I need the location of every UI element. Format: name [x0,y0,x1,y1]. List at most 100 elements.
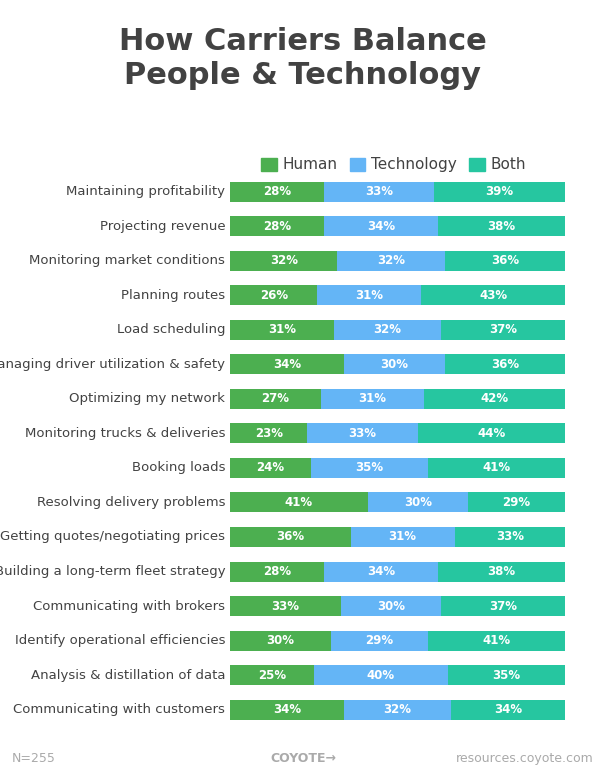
Bar [230,251,338,270]
Text: COYOTE→: COYOTE→ [270,752,336,765]
Text: 24%: 24% [256,462,284,475]
Bar [230,388,321,409]
Bar [318,285,421,305]
Text: 37%: 37% [489,323,517,336]
Text: 41%: 41% [285,496,313,509]
Bar [311,458,428,478]
Bar [441,320,565,340]
Legend: Human, Technology, Both: Human, Technology, Both [255,152,533,179]
Text: 32%: 32% [374,323,402,336]
Text: 30%: 30% [404,496,431,509]
Text: 28%: 28% [263,185,291,198]
Bar [314,665,448,685]
Text: 42%: 42% [481,392,509,406]
Text: 38%: 38% [487,220,516,232]
Text: 31%: 31% [355,289,383,301]
Bar [448,665,565,685]
Text: Optimizing my network: Optimizing my network [69,392,225,406]
Bar [331,631,428,650]
Text: Planning routes: Planning routes [121,289,225,301]
Text: 37%: 37% [489,600,517,612]
Text: 27%: 27% [261,392,290,406]
Text: 30%: 30% [377,600,405,612]
Bar [230,596,341,616]
Bar [435,182,565,202]
Text: 25%: 25% [258,669,286,681]
Text: 34%: 34% [367,220,395,232]
Bar [438,216,565,236]
Bar [230,493,367,513]
Text: Resolving delivery problems: Resolving delivery problems [37,496,225,509]
Bar [421,285,565,305]
Bar [338,251,445,270]
Text: 33%: 33% [496,531,524,543]
Bar [230,320,334,340]
Text: 35%: 35% [493,669,521,681]
Bar [230,182,324,202]
Text: Analysis & distillation of data: Analysis & distillation of data [31,669,225,681]
Bar [230,699,344,720]
Bar [321,388,424,409]
Text: 33%: 33% [365,185,393,198]
Text: Projecting revenue: Projecting revenue [99,220,225,232]
Bar [441,596,565,616]
Text: 28%: 28% [263,565,291,578]
Text: 36%: 36% [491,254,519,267]
Text: 23%: 23% [255,427,283,440]
Text: Monitoring market conditions: Monitoring market conditions [29,254,225,267]
Text: Communicating with customers: Communicating with customers [13,703,225,716]
Text: Communicating with brokers: Communicating with brokers [33,600,225,612]
Text: 41%: 41% [482,462,510,475]
Bar [344,699,451,720]
Text: 36%: 36% [276,531,305,543]
Text: 43%: 43% [479,289,507,301]
Bar [307,423,418,444]
Text: 34%: 34% [494,703,522,716]
Text: Monitoring trucks & deliveries: Monitoring trucks & deliveries [25,427,225,440]
Bar [341,596,441,616]
Text: 29%: 29% [365,634,393,647]
Bar [334,320,441,340]
Bar [230,665,314,685]
Text: 31%: 31% [268,323,296,336]
Text: 36%: 36% [491,358,519,371]
Bar [424,388,565,409]
Bar [344,354,445,375]
Bar [454,527,565,547]
Bar [418,423,565,444]
Bar [230,423,307,444]
Text: Booking loads: Booking loads [132,462,225,475]
Text: 34%: 34% [273,358,301,371]
Bar [428,458,565,478]
Text: How Carriers Balance
People & Technology: How Carriers Balance People & Technology [119,27,487,90]
Text: 38%: 38% [487,565,516,578]
Bar [428,631,565,650]
Text: 30%: 30% [381,358,408,371]
Text: Maintaining profitability: Maintaining profitability [66,185,225,198]
Bar [438,562,565,581]
Bar [445,251,565,270]
Text: 35%: 35% [355,462,383,475]
Text: Getting quotes/negotiating prices: Getting quotes/negotiating prices [0,531,225,543]
Text: 34%: 34% [273,703,301,716]
Text: 30%: 30% [267,634,295,647]
Text: 34%: 34% [367,565,395,578]
Text: 33%: 33% [348,427,376,440]
Bar [230,527,351,547]
Bar [324,562,438,581]
Text: 32%: 32% [270,254,298,267]
Text: 41%: 41% [482,634,510,647]
Bar [351,527,454,547]
Bar [324,182,435,202]
Bar [230,354,344,375]
Text: resources.coyote.com: resources.coyote.com [456,752,594,765]
Bar [367,493,468,513]
Text: 44%: 44% [478,427,505,440]
Text: 39%: 39% [485,185,514,198]
Text: 32%: 32% [384,703,411,716]
Bar [230,285,318,305]
Bar [230,631,331,650]
Text: Load scheduling: Load scheduling [117,323,225,336]
Text: 28%: 28% [263,220,291,232]
Text: 31%: 31% [359,392,387,406]
